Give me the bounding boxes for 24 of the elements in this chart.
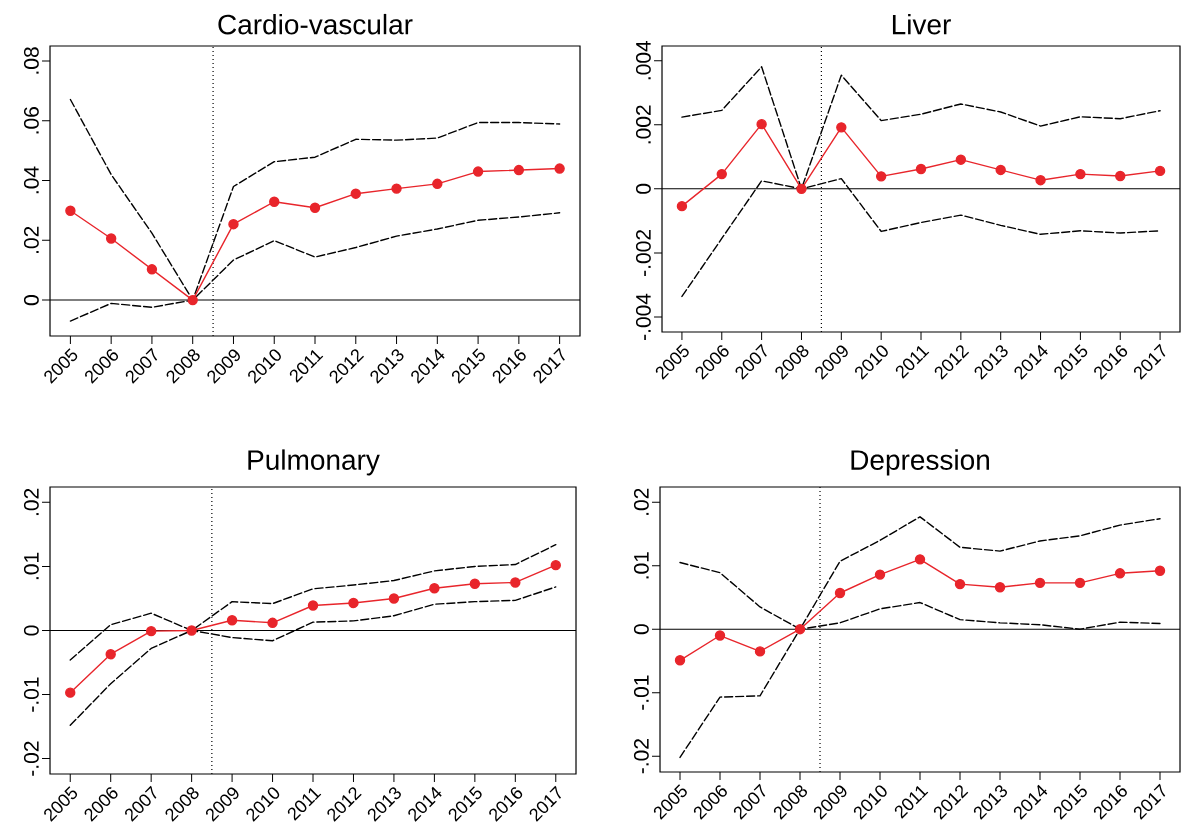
y-tick-label: -.02: [23, 741, 39, 776]
y-tick-label: -.01: [633, 675, 649, 710]
y-tick-label: -.01: [23, 677, 39, 712]
y-tick-label: -.002: [635, 230, 651, 276]
y-tick-label: -.02: [633, 739, 649, 774]
y-tick-label: .02: [23, 226, 39, 254]
y-tick-label: .004: [635, 40, 651, 80]
y-tick-label: .04: [23, 166, 39, 194]
y-tick-label: 0: [635, 183, 651, 194]
chart-title: Liver: [892, 13, 951, 35]
y-tick-label: .01: [633, 552, 649, 579]
y-tick-label: .02: [633, 488, 649, 515]
y-tick-label: 0: [23, 295, 39, 306]
chart-title: Pulmonary: [248, 449, 380, 476]
y-tick-label: .06: [23, 107, 39, 134]
y-tick-label: 0: [23, 625, 39, 636]
y-tick-label: .08: [23, 47, 39, 74]
chart-title: Cardio-vascular: [218, 13, 413, 35]
y-tick-label: .01: [23, 552, 39, 580]
y-tick-label: .02: [23, 488, 39, 516]
chart-title: Depression: [851, 449, 989, 476]
y-tick-label: .002: [635, 105, 651, 144]
y-tick-label: -.004: [635, 293, 651, 340]
y-tick-label: 0: [633, 624, 649, 635]
